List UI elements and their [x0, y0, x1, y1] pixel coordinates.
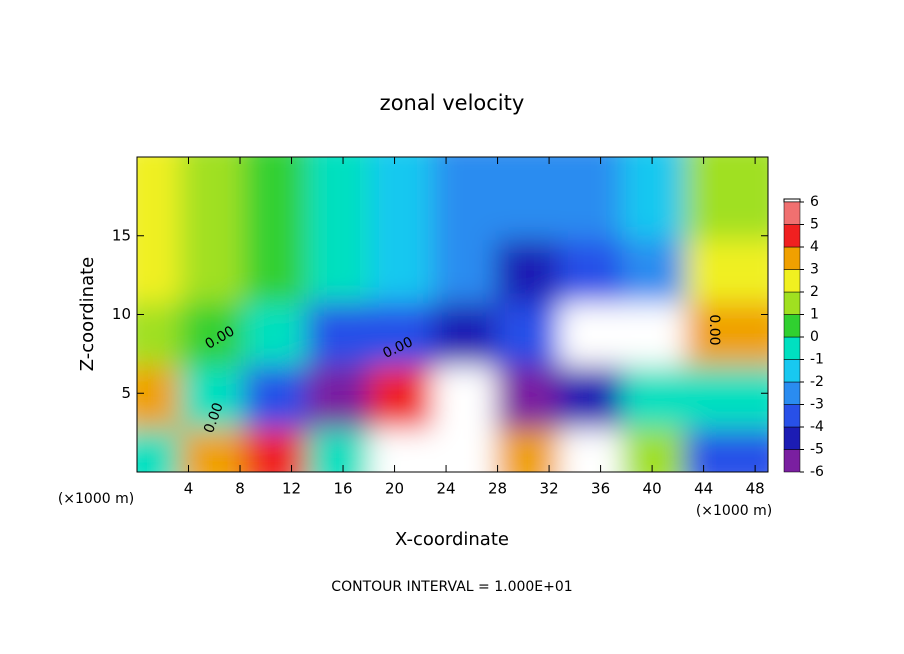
cell: [684, 157, 768, 240]
colorbar-swatch: [783, 404, 801, 428]
colorbar-swatch: [783, 224, 801, 248]
cells: [137, 157, 768, 472]
y-unit: (×1000 m): [58, 491, 134, 507]
x-tick-label: 40: [643, 480, 662, 498]
x-tick-label: 28: [488, 480, 507, 498]
colorbar-swatch: [783, 291, 801, 315]
colorbar-label: 0: [810, 329, 819, 345]
colorbar-label: 5: [810, 217, 819, 233]
x-tick-label: 4: [184, 480, 194, 498]
x-axis-label: X-coordinate: [395, 529, 509, 550]
x-tick-label: 20: [385, 480, 404, 498]
colorbar-swatch: [783, 359, 801, 383]
x-tick-label: 44: [694, 480, 713, 498]
colorbar-label: 2: [810, 284, 819, 300]
footer: CONTOUR INTERVAL = 1.000E+01: [331, 579, 572, 595]
colorbar-swatch: [783, 381, 801, 405]
x-tick-label: 12: [282, 480, 301, 498]
contour-label: 0.00: [706, 314, 722, 345]
x-tick-label: 8: [235, 480, 245, 498]
y-tick-label: 15: [112, 226, 131, 244]
colorbar-label: -5: [810, 442, 824, 458]
colorbar-over: [783, 198, 801, 203]
colorbar-label: 4: [810, 239, 819, 255]
colorbar-label: 6: [810, 194, 819, 210]
colorbar-label: -6: [810, 464, 824, 480]
y-tick-label: 10: [112, 305, 131, 323]
colorbar-label: -3: [810, 397, 824, 413]
colorbar-label: -2: [810, 374, 824, 390]
colorbar-swatch: [783, 246, 801, 270]
x-tick-label: 36: [591, 480, 610, 498]
colorbar-swatch: [783, 336, 801, 360]
x-tick-label: 32: [540, 480, 559, 498]
colorbar-swatch: [783, 201, 801, 225]
colorbar-label: 1: [810, 307, 819, 323]
colorbar-swatch: [783, 269, 801, 293]
colorbar-swatch: [783, 314, 801, 338]
field: [137, 157, 768, 472]
colorbar-label: -1: [810, 352, 824, 368]
x-tick-label: 24: [437, 480, 456, 498]
y-axis-label: Z-coordinate: [77, 257, 98, 372]
colorbar-label: -4: [810, 419, 824, 435]
colorbar-label: 3: [810, 262, 819, 278]
colorbar-swatch: [783, 426, 801, 450]
colorbar-swatch: [783, 449, 801, 473]
x-tick-label: 16: [333, 480, 352, 498]
y-tick-label: 5: [121, 384, 131, 402]
x-tick-label: 48: [746, 480, 765, 498]
chart-title: zonal velocity: [380, 91, 525, 115]
x-unit: (×1000 m): [696, 503, 772, 519]
